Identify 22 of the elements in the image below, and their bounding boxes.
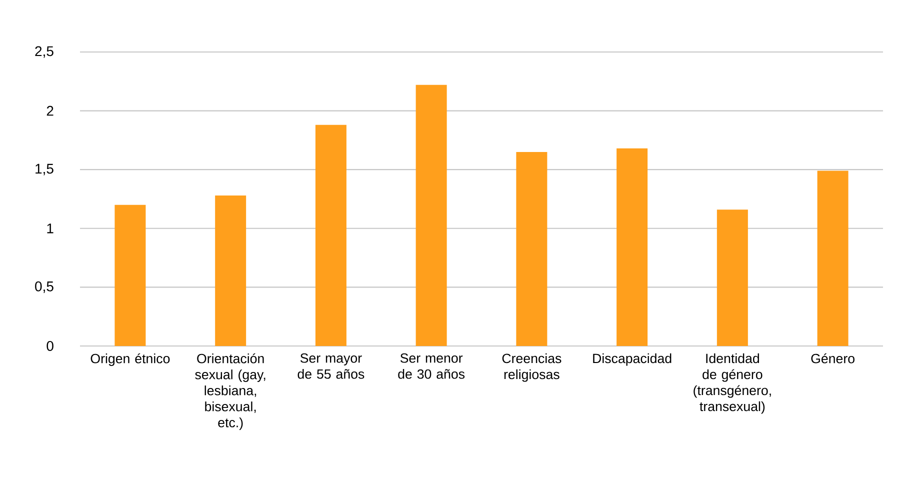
bar — [616, 148, 648, 346]
x-tick-label: Orientación sexual (gay, lesbiana, bisexual, etc.) — [195, 353, 266, 430]
x-tick-label: Origen étnico — [90, 353, 170, 366]
y-tick-label: 1,5 — [36, 164, 54, 176]
y-tick-label: 2 — [46, 106, 54, 116]
x-tick-label: Discapacidad — [593, 353, 672, 366]
bar — [516, 152, 548, 346]
x-tick-label: Ser mayor de 55 años — [298, 353, 364, 379]
bar — [315, 124, 346, 346]
x-tick-label: Ser menor de 30 años — [398, 353, 465, 379]
y-tick-label: 0 — [46, 341, 54, 351]
bar — [416, 84, 447, 346]
y-tick-label: 1 — [47, 224, 54, 234]
bar — [716, 210, 748, 346]
y-tick-label: 2,5 — [35, 46, 54, 58]
x-tick-label: Creencias religiosas — [502, 353, 562, 382]
y-tick-label: 0,5 — [35, 281, 54, 293]
bar — [114, 204, 146, 346]
bar — [215, 195, 246, 346]
x-tick-label: Género — [811, 353, 854, 364]
x-tick-label: Identidad de género (transgénero, transexual) — [694, 353, 771, 414]
bar — [817, 170, 848, 346]
